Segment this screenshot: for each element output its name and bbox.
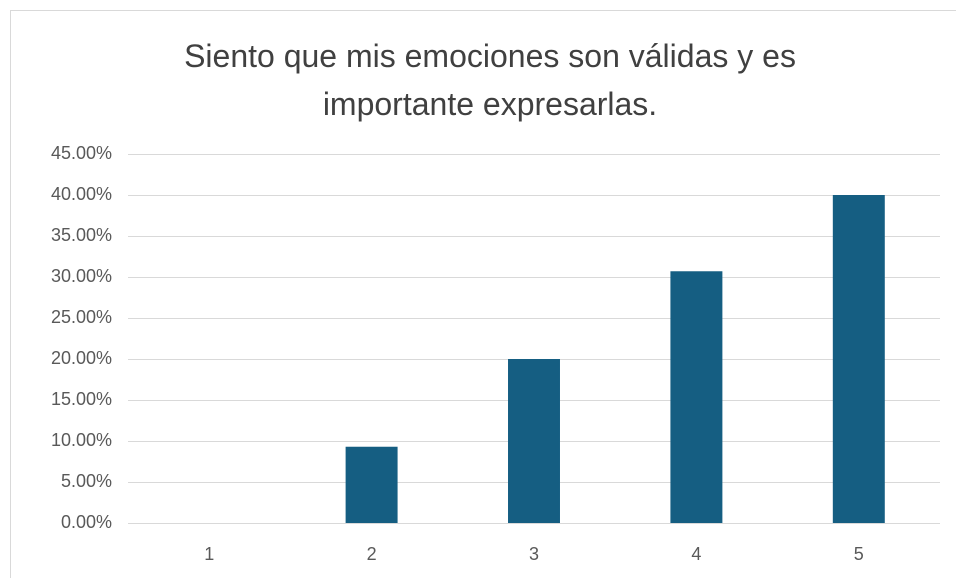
y-tick-label: 30.00% [51,266,112,286]
y-tick-label: 45.00% [51,143,112,163]
x-tick-label: 3 [529,544,539,564]
bar [508,359,560,523]
y-tick-label: 20.00% [51,348,112,368]
bar [832,195,885,523]
bar [670,271,723,523]
y-tick-label: 35.00% [51,225,112,245]
y-tick-label: 40.00% [51,184,112,204]
x-tick-label: 2 [367,544,377,564]
y-tick-label: 5.00% [61,471,112,491]
x-tick-label: 5 [854,544,864,564]
x-tick-label: 1 [204,544,214,564]
y-tick-label: 15.00% [51,389,112,409]
y-tick-label: 10.00% [51,430,112,450]
x-tick-label: 4 [691,544,701,564]
chart-title: Siento que mis emociones son válidas y e… [184,38,796,122]
y-tick-label: 0.00% [61,512,112,532]
bar [345,446,398,523]
y-tick-label: 25.00% [51,307,112,327]
chart-border [10,10,956,578]
